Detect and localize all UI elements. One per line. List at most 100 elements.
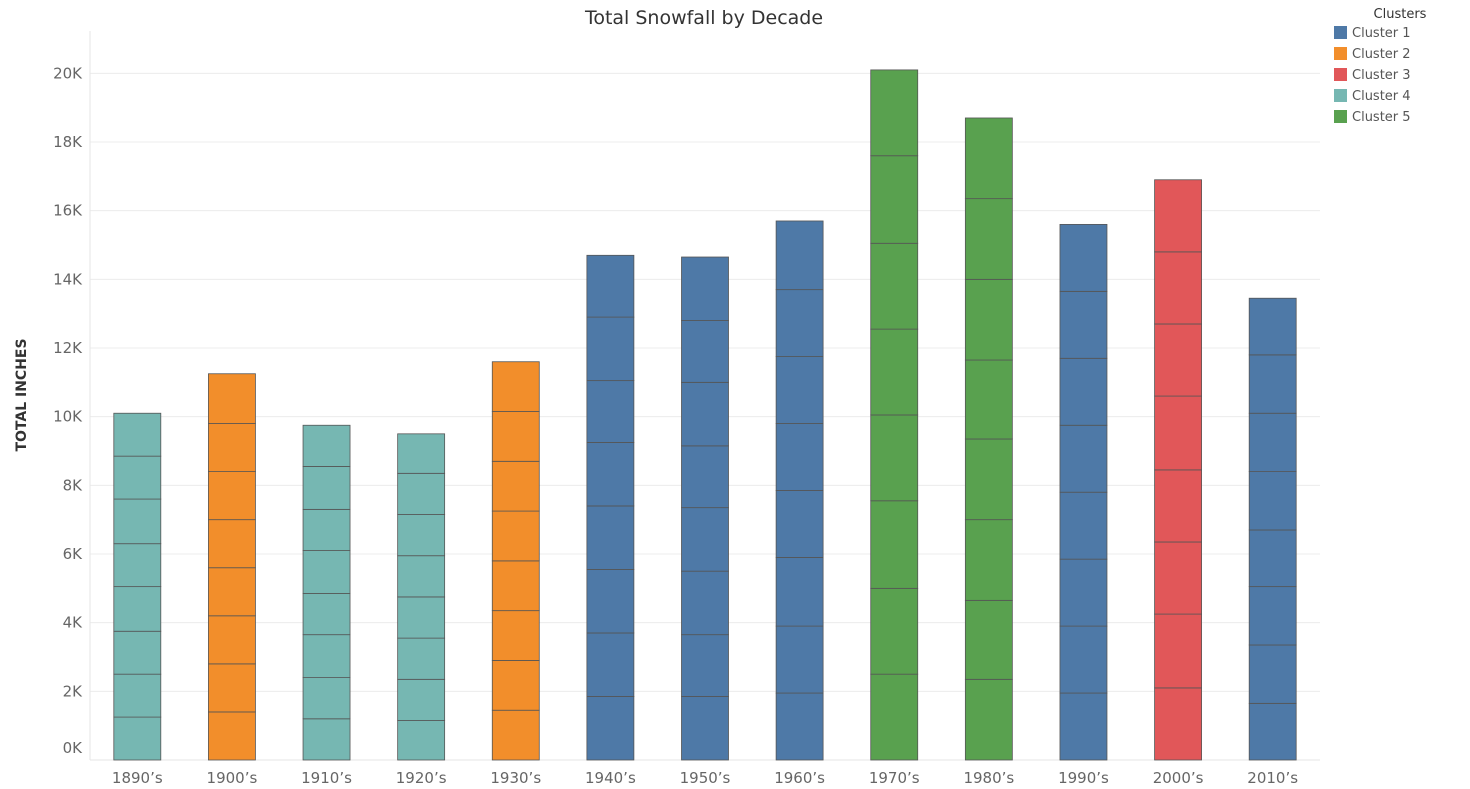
bar-segment: [1248, 702, 1297, 761]
bar-segment: [870, 155, 919, 244]
bar-1920’s: [397, 433, 446, 761]
x-tick-label: 2000’s: [1153, 769, 1204, 787]
bar-segment: [964, 198, 1013, 280]
bar-segment: [870, 242, 919, 330]
bar-segment: [1154, 395, 1202, 471]
bar-segment: [870, 673, 919, 761]
x-tick-label: 1980’s: [963, 769, 1014, 787]
bar-1940’s: [586, 254, 635, 761]
legend-swatch: [1334, 68, 1347, 81]
legend-label: Cluster 1: [1352, 26, 1411, 41]
bar-segment: [113, 412, 162, 457]
y-tick-label: 0K: [63, 739, 84, 757]
x-tick-label: 1940’s: [585, 769, 636, 787]
bar-segment: [586, 316, 635, 382]
bar-segment: [1059, 357, 1108, 426]
bar-1970’s: [870, 69, 919, 761]
bar-segment: [113, 498, 162, 545]
legend-label: Cluster 5: [1352, 110, 1411, 125]
bar-segment: [1248, 529, 1297, 588]
bar-segment: [208, 567, 256, 617]
y-axis-label: TOTAL INCHES: [14, 338, 30, 451]
bar-segment: [870, 587, 919, 675]
bar-segment: [1248, 354, 1297, 414]
bar-segment: [302, 677, 351, 720]
bar-segment: [208, 615, 256, 665]
bar-segment: [1154, 469, 1202, 543]
bar-1960’s: [775, 220, 824, 761]
bar-segment: [964, 278, 1013, 361]
bar-segment: [302, 593, 351, 636]
legend-swatch: [1334, 26, 1347, 39]
x-tick-label: 1970’s: [869, 769, 920, 787]
bar-segment: [491, 560, 540, 612]
y-tick-label: 14K: [53, 270, 83, 288]
bar-segment: [775, 356, 824, 424]
bar-segment: [397, 596, 446, 639]
bar-segment: [681, 445, 729, 509]
bar-segment: [681, 696, 729, 761]
bar-segment: [208, 711, 256, 761]
bar-segment: [586, 505, 635, 570]
bar-segment: [964, 359, 1013, 440]
bar-segment: [586, 442, 635, 507]
legend-label: Cluster 2: [1352, 47, 1411, 62]
bar-segment: [208, 471, 256, 521]
bar-segment: [302, 718, 351, 761]
legend-title: Clusters: [1374, 7, 1427, 22]
y-tick-label: 10K: [53, 408, 83, 426]
bar-1890’s: [113, 412, 162, 761]
bar-segment: [681, 320, 729, 383]
bar-segment: [1154, 687, 1202, 761]
bar-segment: [113, 543, 162, 588]
bar-segment: [870, 500, 919, 589]
bar-segment: [964, 438, 1013, 521]
x-axis-ticks: 1890’s 1900’s 1910’s 1920’s 1930’s 1940’s 1950…: [112, 769, 1298, 787]
y-tick-label: 4K: [63, 614, 84, 632]
bar-segment: [681, 634, 729, 697]
bar-segment: [1154, 323, 1202, 397]
bar-segment: [113, 630, 162, 675]
bar-segment: [491, 510, 540, 562]
bar-segment: [775, 625, 824, 694]
bar-segment: [1059, 692, 1108, 761]
bar-segment: [775, 557, 824, 627]
bar-segment: [1154, 179, 1202, 253]
bar-segment: [302, 634, 351, 679]
bar-segment: [586, 632, 635, 697]
bar-segment: [775, 220, 824, 291]
bar-1980’s: [964, 117, 1013, 761]
bar-2010’s: [1248, 297, 1297, 761]
legend-swatch: [1334, 89, 1347, 102]
bar-segment: [302, 424, 351, 467]
bar-segment: [870, 69, 919, 157]
bar-segment: [1248, 297, 1297, 356]
bar-segment: [1059, 491, 1108, 560]
bar-segment: [1059, 424, 1108, 493]
bar-segment: [775, 692, 824, 761]
bar-segment: [1059, 558, 1108, 627]
bar-segment: [1059, 625, 1108, 694]
bar-segment: [491, 411, 540, 462]
bar-1990’s: [1059, 223, 1108, 761]
bars: [113, 69, 1297, 761]
bar-segment: [775, 423, 824, 491]
bar-segment: [208, 373, 256, 424]
bar-segment: [1248, 412, 1297, 473]
bar-segment: [964, 599, 1013, 680]
bar-segment: [1248, 586, 1297, 646]
bar-segment: [681, 256, 729, 321]
legend-label: Cluster 4: [1352, 89, 1411, 104]
y-axis-ticks: 0K 2K 4K 6K 8K 10K 12K 14K 16K 18K 20K: [53, 64, 83, 757]
bar-segment: [491, 610, 540, 661]
bar-segment: [113, 455, 162, 500]
bar-segment: [586, 254, 635, 318]
bar-segment: [302, 466, 351, 510]
bar-segment: [113, 673, 162, 718]
y-tick-label: 20K: [53, 64, 83, 82]
y-tick-label: 18K: [53, 133, 83, 151]
y-tick-label: 16K: [53, 202, 83, 220]
bar-segment: [491, 660, 540, 711]
